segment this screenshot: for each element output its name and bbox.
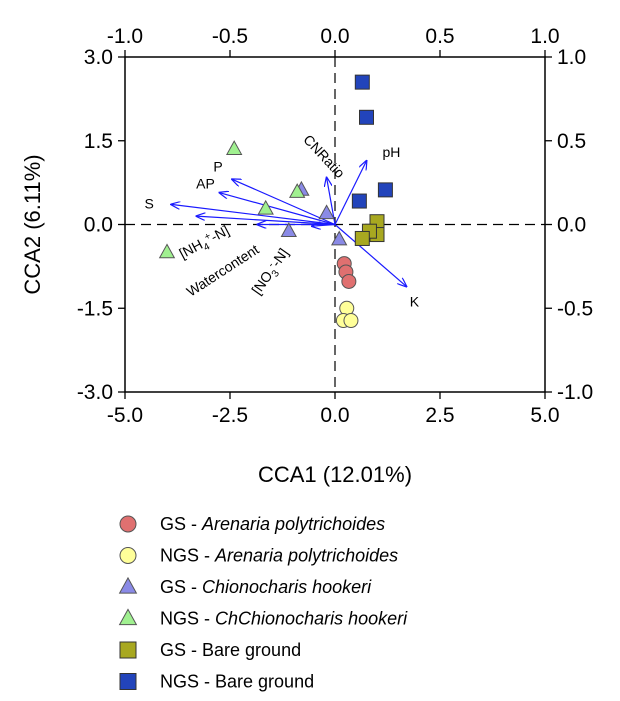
arrow-k	[334, 224, 406, 287]
data-point-triangle	[158, 243, 176, 259]
right-tick-label: 0.5	[557, 130, 586, 153]
data-point-triangle	[257, 199, 274, 215]
arrow-label: S	[145, 195, 154, 211]
data-point-triangle	[280, 222, 297, 238]
right-tick-label: 1.0	[557, 46, 586, 69]
legend-entry: GS - Bare ground	[160, 640, 301, 660]
data-point-square	[359, 109, 374, 125]
legend-marker-triangle	[118, 608, 138, 626]
arrow--no3-n-	[312, 225, 336, 227]
legend-marker-square	[119, 641, 137, 659]
legend-entry: NGS - Arenaria polytrichoides	[160, 546, 398, 566]
x-tick-label: 5.0	[530, 404, 559, 427]
arrow-label: K	[410, 293, 420, 309]
y-tick-label: 1.5	[84, 130, 113, 153]
data-point-square	[354, 74, 370, 90]
y-axis-title: CCA2 (6.11%)	[20, 154, 45, 294]
data-point-triangle	[331, 230, 348, 246]
arrow--nh4-n-	[196, 216, 336, 226]
top-tick-label: 0.0	[320, 25, 349, 48]
x-axis-title: CCA1 (12.01%)	[258, 462, 412, 487]
data-point-square	[351, 193, 367, 209]
arrow-s	[171, 204, 336, 226]
arrow-p	[232, 179, 336, 226]
arrow-label: AP	[196, 176, 215, 192]
arrow-label: CNRatio	[300, 131, 348, 181]
arrow-label: pH	[383, 144, 401, 160]
legend-marker-triangle	[118, 576, 138, 594]
right-tick-label: -0.5	[557, 297, 593, 320]
legend-entry: NGS - Bare ground	[160, 672, 314, 692]
data-point-triangle	[289, 183, 306, 198]
x-tick-label: 0.0	[320, 404, 349, 427]
arrow-label: P	[213, 158, 222, 174]
top-tick-label: 0.5	[425, 25, 454, 48]
arrow-ap	[220, 193, 336, 226]
legend-marker-circle	[119, 515, 137, 533]
y-tick-label: 0.0	[84, 214, 113, 237]
x-tick-label: -2.5	[212, 404, 248, 427]
top-tick-label: -0.5	[212, 25, 248, 48]
legend-marker-square	[119, 673, 137, 690]
legend-entry: GS - Arenaria polytrichoides	[160, 514, 385, 534]
data-point-square	[377, 182, 393, 198]
data-point-square	[354, 230, 370, 246]
top-tick-label: -1.0	[107, 25, 143, 48]
top-tick-label: 1.0	[530, 25, 559, 48]
legend-entry: GS - Chionocharis hookeri	[160, 577, 372, 597]
data-point-circle	[343, 313, 359, 329]
legend-entry: NGS - ChChionocharis hookeri	[160, 609, 408, 629]
legend: GS - Arenaria polytrichoides NGS - Arenar…	[118, 514, 408, 692]
arrow-ph	[334, 161, 367, 225]
y-tick-label: -3.0	[77, 381, 113, 404]
right-tick-label: -1.0	[557, 381, 593, 404]
data-point-circle	[341, 273, 357, 289]
y-tick-label: -1.5	[77, 297, 113, 320]
x-tick-label: 2.5	[425, 404, 454, 427]
y-tick-label: 3.0	[84, 46, 113, 69]
right-tick-label: 0.0	[557, 214, 586, 237]
legend-marker-circle	[119, 547, 137, 564]
data-point-triangle	[226, 140, 243, 155]
x-tick-label: -5.0	[107, 404, 143, 427]
data-point-triangle	[318, 204, 335, 220]
arrow-cnratio	[327, 178, 336, 225]
